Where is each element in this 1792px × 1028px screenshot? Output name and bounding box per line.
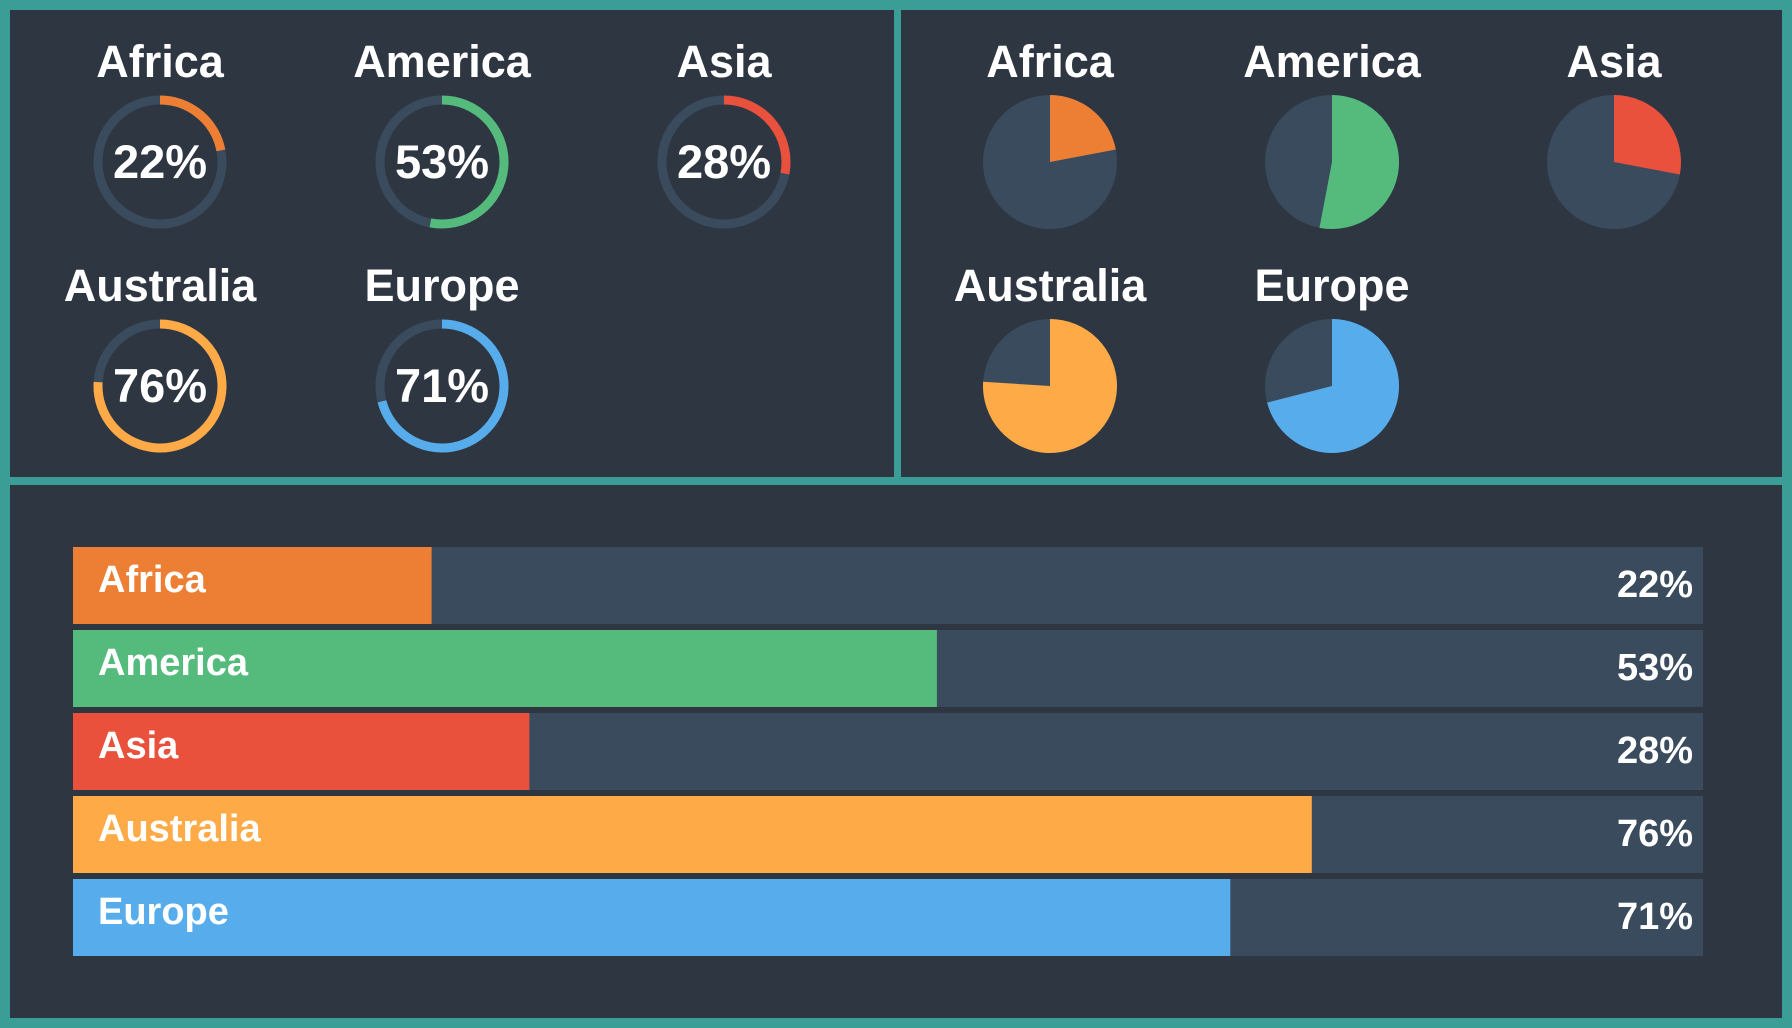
bar-label-australia: Australia <box>98 808 261 850</box>
donut-title-europe: Europe <box>364 260 520 311</box>
pie-slice-america <box>1319 95 1399 229</box>
donut-title-america: America <box>353 36 531 87</box>
donut-title-asia: Asia <box>676 36 772 87</box>
pie-slice-asia <box>1614 95 1681 175</box>
bar-value-australia: 76% <box>1616 813 1693 855</box>
pie-title-asia: Asia <box>1566 36 1662 87</box>
bar-australia <box>73 796 1312 873</box>
bar-value-america: 53% <box>1616 647 1693 689</box>
bar-value-africa: 22% <box>1616 564 1693 606</box>
bar-label-africa: Africa <box>98 559 206 601</box>
bar-label-asia: Asia <box>98 725 179 767</box>
pie-title-europe: Europe <box>1254 260 1410 311</box>
donut-title-australia: Australia <box>63 260 257 311</box>
donut-arc-america <box>429 95 509 229</box>
donut-title-africa: Africa <box>96 36 224 87</box>
donut-arc-europe <box>377 319 509 453</box>
pie-title-australia: Australia <box>953 260 1147 311</box>
donut-chart-panel: Africa 22% America 53% Asia 28% Australia 76% Eu… <box>10 10 894 477</box>
donut-arc-asia <box>723 95 791 175</box>
pie-title-america: America <box>1243 36 1421 87</box>
bar-value-asia: 28% <box>1616 730 1693 772</box>
pie-chart-panel: Africa America Asia Australia Europe <box>901 10 1782 477</box>
pie-slice-africa <box>1050 95 1116 162</box>
pie-slice-australia <box>983 319 1117 453</box>
donut-value-america: 53% <box>394 135 490 188</box>
donut-arc-africa <box>159 95 226 152</box>
donut-chart-svg <box>93 95 791 453</box>
bar-label-europe: Europe <box>98 891 229 933</box>
bar-europe <box>73 879 1231 956</box>
bar-label-america: America <box>98 642 248 684</box>
pie-title-africa: Africa <box>986 36 1114 87</box>
bar-value-europe: 71% <box>1616 896 1693 938</box>
bar-chart-svg <box>73 547 1703 956</box>
bar-asia <box>73 713 530 790</box>
donut-arc-australia <box>93 319 227 453</box>
bar-africa <box>73 547 432 624</box>
pie-chart-svg <box>983 95 1681 454</box>
donut-value-africa: 22% <box>112 135 208 188</box>
bar-america <box>73 630 937 707</box>
donut-value-australia: 76% <box>112 359 208 412</box>
pie-slice-europe <box>1267 319 1399 454</box>
donut-value-europe: 71% <box>394 359 490 412</box>
donut-value-asia: 28% <box>676 135 772 188</box>
bar-chart-panel: Africa 22% America 53% Asia 28% Australia 76% Eu… <box>10 485 1782 1018</box>
